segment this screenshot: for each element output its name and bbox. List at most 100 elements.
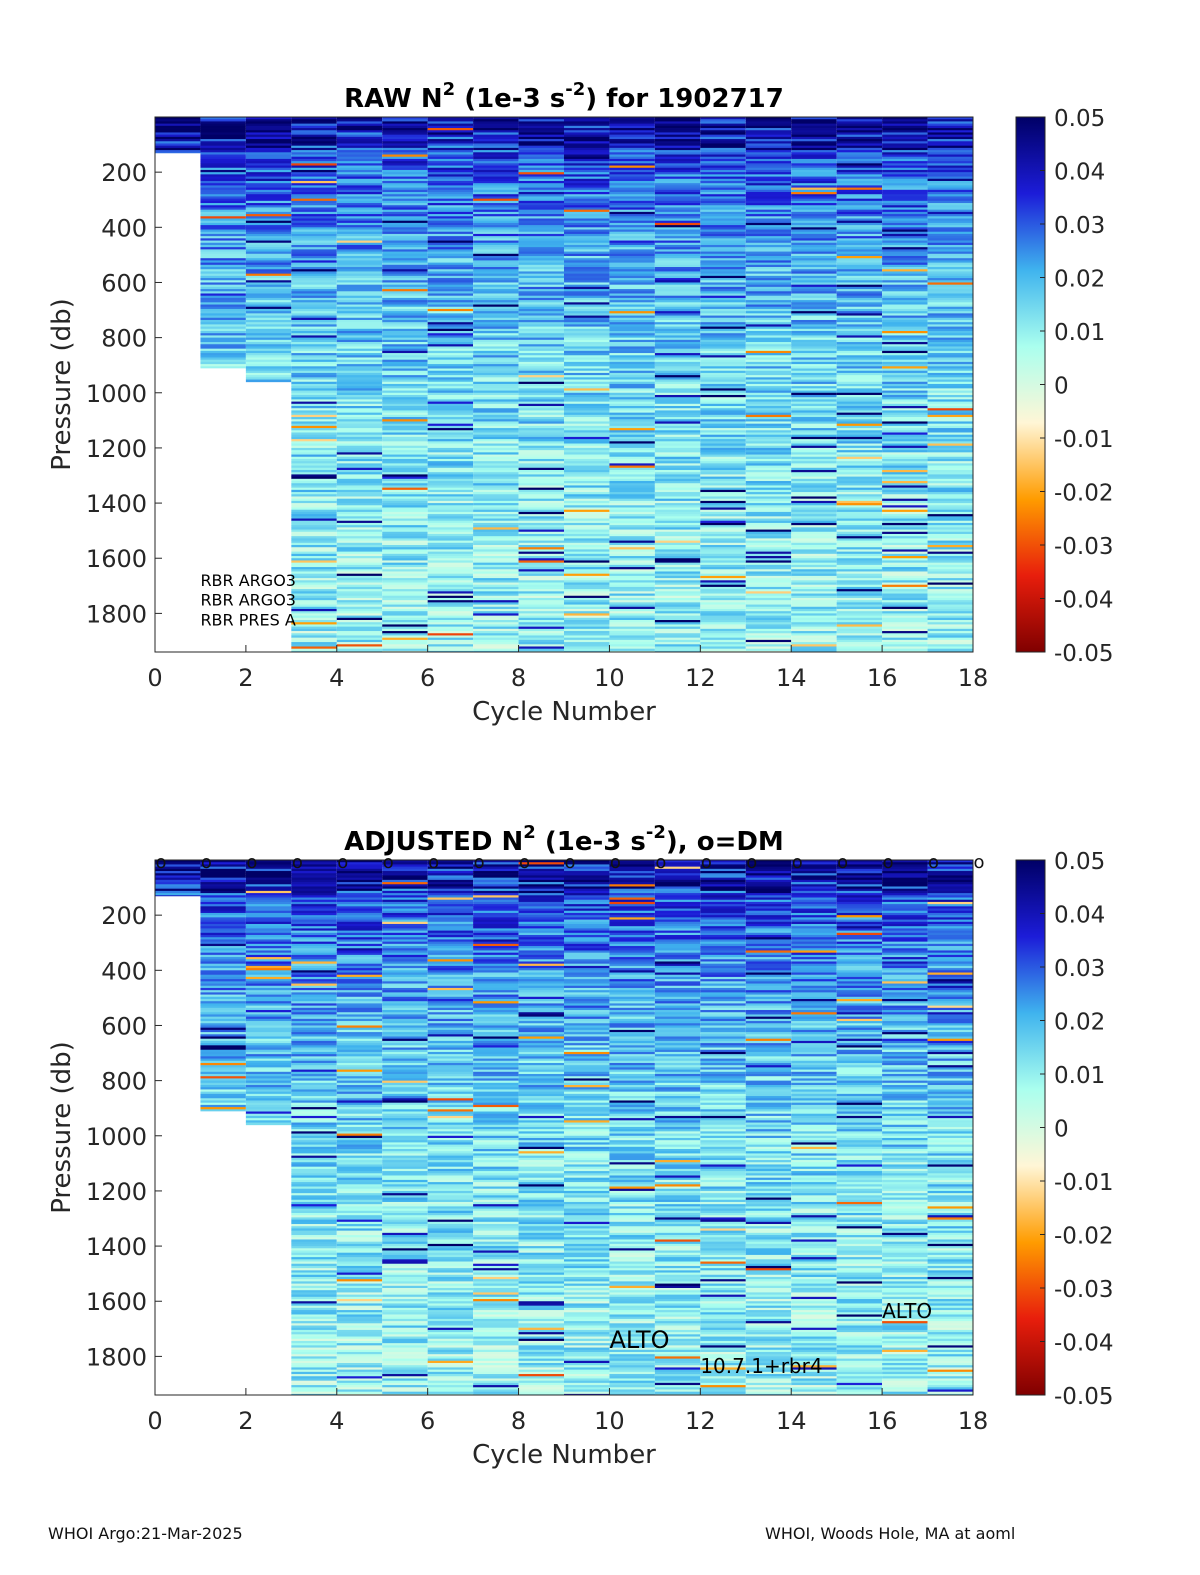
- heatmap-cell: [473, 211, 519, 215]
- heatmap-cell: [609, 586, 655, 590]
- heatmap-cell: [382, 498, 428, 502]
- heatmap-cell: [291, 260, 337, 264]
- heatmap-cell: [427, 474, 474, 478]
- heatmap-cell: [336, 218, 383, 222]
- heatmap-cell: [745, 505, 792, 508]
- heatmap-cell: [791, 200, 837, 204]
- heatmap-cell: [518, 333, 564, 336]
- heatmap-cell: [382, 192, 428, 195]
- heatmap-cell: [336, 1224, 383, 1227]
- heatmap-cell: [382, 489, 428, 493]
- heatmap-cell: [609, 406, 655, 409]
- heatmap-cell: [336, 635, 383, 639]
- heatmap-cell: [518, 291, 564, 294]
- heatmap-cell: [836, 432, 883, 436]
- heatmap-cell: [473, 165, 519, 169]
- heatmap-cell: [200, 974, 246, 978]
- heatmap-cell: [836, 278, 883, 281]
- heatmap-cell: [200, 963, 246, 967]
- heatmap-cell: [336, 564, 383, 568]
- heatmap-cell: [336, 180, 383, 184]
- heatmap-cell: [291, 1283, 337, 1287]
- heatmap-cell: [336, 1294, 383, 1298]
- raw-colorbar: 0.050.040.030.020.010-0.01-0.02-0.03-0.0…: [1015, 106, 1114, 667]
- heatmap-cell: [155, 130, 201, 133]
- heatmap-cell: [564, 141, 610, 144]
- heatmap-cell: [609, 271, 655, 275]
- heatmap-cell: [564, 567, 610, 570]
- heatmap-cell: [291, 1305, 337, 1309]
- heatmap-cell: [791, 503, 837, 506]
- heatmap-cell: [291, 875, 337, 879]
- heatmap-cell: [291, 344, 337, 347]
- heatmap-cell: [382, 1109, 428, 1112]
- heatmap-cell: [336, 1173, 383, 1176]
- heatmap-cell: [700, 392, 746, 396]
- heatmap-cell: [654, 379, 701, 383]
- heatmap-cell: [745, 300, 792, 303]
- heatmap-cell: [291, 1376, 337, 1379]
- heatmap-cell: [200, 289, 246, 292]
- heatmap-cell: [700, 556, 746, 559]
- heatmap-cell: [336, 901, 383, 905]
- heatmap-cell: [336, 1228, 383, 1232]
- heatmap-cell: [336, 397, 383, 400]
- heatmap-cell: [564, 308, 610, 312]
- heatmap-cell: [336, 196, 383, 200]
- heatmap-cell: [745, 227, 792, 230]
- heatmap-cell: [291, 943, 337, 947]
- heatmap-cell: [473, 247, 519, 250]
- heatmap-cell: [564, 284, 610, 288]
- heatmap-cell: [473, 648, 519, 652]
- heatmap-cell: [427, 961, 474, 965]
- heatmap-cell: [927, 392, 973, 396]
- heatmap-cell: [382, 1003, 428, 1007]
- heatmap-cell: [791, 569, 837, 572]
- heatmap-cell: [700, 331, 746, 334]
- heatmap-cell: [200, 227, 246, 230]
- heatmap-cell: [927, 194, 973, 197]
- heatmap-cell: [609, 200, 655, 204]
- heatmap-cell: [473, 119, 519, 122]
- heatmap-cell: [791, 163, 837, 166]
- heatmap-cell: [836, 525, 883, 528]
- heatmap-cell: [654, 496, 701, 500]
- heatmap-cell: [836, 443, 883, 447]
- heatmap-cell: [518, 183, 564, 186]
- heatmap-cell: [836, 582, 883, 586]
- heatmap-cell: [200, 919, 246, 923]
- heatmap-cell: [836, 580, 883, 583]
- heatmap-cell: [927, 556, 973, 559]
- heatmap-cell: [564, 244, 610, 248]
- heatmap-cell: [291, 1120, 337, 1123]
- heatmap-cell: [745, 622, 792, 625]
- heatmap-cell: [609, 165, 655, 169]
- heatmap-cell: [700, 350, 746, 354]
- heatmap-cell: [473, 275, 519, 279]
- heatmap-cell: [791, 236, 837, 239]
- heatmap-cell: [382, 1160, 428, 1163]
- heatmap-cell: [927, 461, 973, 464]
- heatmap-cell: [427, 218, 474, 222]
- heatmap-cell: [654, 172, 701, 175]
- heatmap-cell: [700, 198, 746, 202]
- heatmap-cell: [427, 145, 474, 149]
- heatmap-cell: [745, 516, 792, 519]
- heatmap-cell: [882, 205, 928, 208]
- heatmap-cell: [200, 1005, 246, 1009]
- heatmap-cell: [291, 1177, 337, 1181]
- heatmap-cell: [927, 595, 973, 599]
- heatmap-cell: [382, 943, 428, 947]
- heatmap-cell: [654, 463, 701, 466]
- heatmap-cell: [927, 458, 973, 462]
- heatmap-cell: [200, 339, 246, 343]
- heatmap-cell: [427, 421, 474, 425]
- heatmap-cell: [609, 211, 655, 215]
- heatmap-cell: [336, 926, 383, 929]
- heatmap-cell: [927, 289, 973, 292]
- heatmap-cell: [882, 244, 928, 248]
- heatmap-cell: [564, 333, 610, 336]
- heatmap-cell: [836, 436, 883, 440]
- heatmap-cell: [564, 494, 610, 497]
- heatmap-cell: [200, 899, 246, 903]
